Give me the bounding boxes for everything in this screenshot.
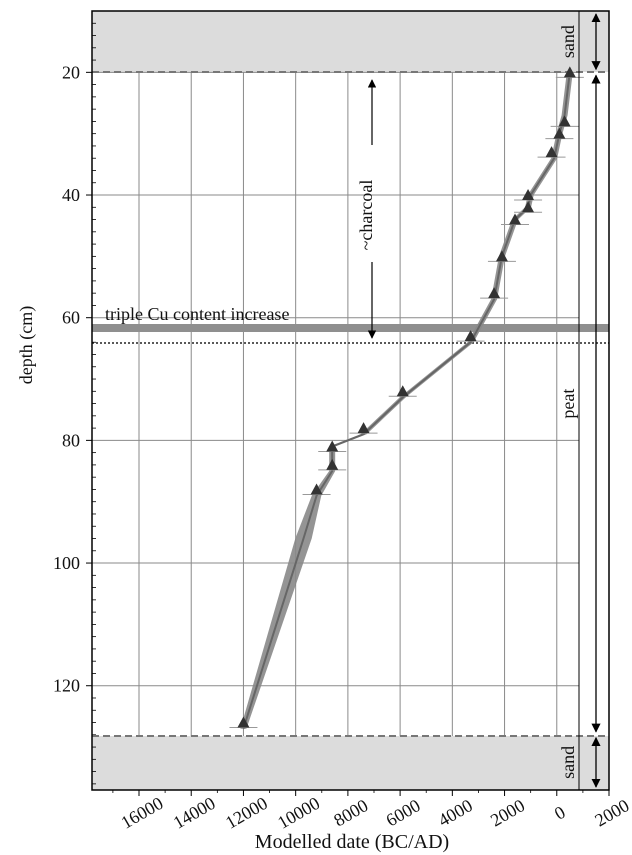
y-axis-ticks: 20 40 60 80 100 120	[53, 62, 92, 696]
x-tick-label-5: 6000	[383, 795, 424, 830]
sample-marker-1	[558, 115, 571, 127]
x-tick-label-2: 12000	[222, 793, 271, 833]
grid-lines	[92, 71, 579, 736]
x-tick-label-0: 16000	[118, 793, 167, 833]
sample-marker-6	[509, 213, 521, 225]
sample-marker-13	[326, 458, 339, 470]
y-tick-label-4: 100	[53, 553, 80, 573]
cu-increase-band	[92, 324, 609, 332]
sample-marker-10	[396, 385, 409, 397]
x-tick-label-4: 8000	[330, 795, 371, 830]
y-tick-label-2: 60	[62, 308, 80, 328]
x-tick-label-9: 2000	[591, 795, 632, 830]
x-tick-label-6: 4000	[435, 795, 476, 830]
sand-zone-bottom	[92, 736, 609, 790]
sample-marker-2	[553, 127, 566, 139]
zone-label-0: sand	[558, 25, 578, 58]
y-tick-label-1: 40	[62, 185, 80, 205]
dated-samples	[229, 66, 584, 729]
y-tick-label-0: 20	[62, 62, 80, 82]
sand-zone-top	[92, 11, 609, 72]
y-axis-label: depth (cm)	[16, 306, 37, 384]
sample-marker-4	[522, 189, 535, 201]
x-axis-ticks: 16000 14000 12000 10000 8000 6000 4000 2000 0 200…	[112, 790, 632, 833]
sample-marker-12	[326, 440, 339, 452]
x-tick-label-8: 0	[551, 802, 569, 824]
sample-marker-3	[545, 146, 558, 158]
model-envelope	[240, 72, 573, 729]
model-line	[242, 72, 571, 730]
zone-label-1: peat	[558, 389, 578, 419]
cu-increase-label: triple Cu content increase	[105, 304, 289, 324]
y-tick-label-5: 120	[53, 676, 80, 696]
x-axis-label: Modelled date (BC/AD)	[255, 831, 449, 853]
x-tick-label-3: 10000	[274, 793, 323, 833]
sample-marker-11	[357, 422, 370, 434]
zone-label-2: sand	[558, 746, 578, 779]
sample-marker-9	[464, 330, 477, 342]
sample-marker-14	[310, 483, 323, 495]
x-tick-label-1: 14000	[170, 793, 219, 833]
y-tick-label-3: 80	[62, 430, 80, 450]
charcoal-label: ~charcoal	[356, 180, 376, 251]
sample-marker-0	[563, 66, 576, 78]
sample-marker-15	[237, 716, 250, 728]
sample-marker-7	[495, 250, 508, 262]
zone-markers: sand peat sand	[558, 13, 601, 788]
sample-marker-8	[488, 287, 501, 299]
sample-marker-5	[522, 201, 535, 213]
plot-frame	[91, 10, 610, 791]
x-tick-label-7: 2000	[487, 795, 528, 830]
